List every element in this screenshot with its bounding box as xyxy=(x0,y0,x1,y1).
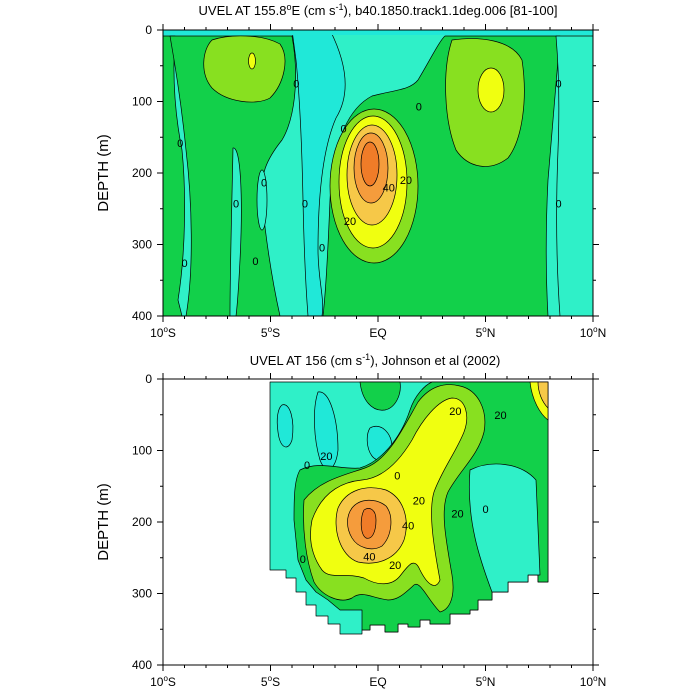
contour-label: 40 xyxy=(363,551,375,563)
ytick-label: 400 xyxy=(132,658,152,672)
field-neg-band xyxy=(291,30,346,316)
contour-label: 20 xyxy=(494,410,506,422)
xtick-label: 10oN xyxy=(580,325,606,340)
ytick-label: 200 xyxy=(132,515,152,529)
ytick-label: 100 xyxy=(132,444,152,458)
xtick-label: EQ xyxy=(369,326,386,340)
field-west-pocket xyxy=(229,147,242,316)
field-obs-40-ne xyxy=(537,381,549,409)
xtick-label: 5oN xyxy=(476,674,496,689)
field-west-lightgreen xyxy=(203,35,286,103)
xtick-label: 10oS xyxy=(150,674,176,689)
contour-label: 20 xyxy=(413,496,425,508)
contour-label: 0 xyxy=(482,504,488,516)
xtick-label: 10oS xyxy=(150,325,176,340)
field-west-yellow xyxy=(248,52,256,70)
contour-label: 0 xyxy=(319,242,325,254)
field-euc-60 xyxy=(360,141,380,187)
contour-label: 20 xyxy=(344,216,356,228)
panel-obs-title: UVEL AT 156 (cm s-1), Johnson et al (200… xyxy=(250,352,501,368)
contour-label: 0 xyxy=(177,138,183,150)
ytick-label: 300 xyxy=(132,238,152,252)
contour-label: 0 xyxy=(302,199,308,211)
contour-label: 0 xyxy=(181,258,187,270)
field-surface-strip xyxy=(163,30,593,35)
panel-obs-contour-labels: 20 0 0 40 40 20 20 0 20 20 20 0 xyxy=(300,406,507,572)
contour-label: 0 xyxy=(293,79,299,91)
contour-label: 0 xyxy=(304,460,310,472)
xtick-label: 5oS xyxy=(261,674,280,689)
contour-label: 0 xyxy=(416,102,422,114)
panel-obs-ylabel: DEPTH (m) xyxy=(95,483,112,561)
field-obs-green-2 xyxy=(359,381,401,411)
contour-label: 0 xyxy=(556,199,562,211)
panel-model-ylabel: DEPTH (m) xyxy=(95,134,112,212)
xtick-label: 10oN xyxy=(580,674,606,689)
contour-label: 20 xyxy=(320,451,332,463)
ytick-label: 300 xyxy=(132,587,152,601)
panel-obs-field xyxy=(269,381,549,635)
contour-label: 0 xyxy=(300,554,306,566)
field-obs-60 xyxy=(360,508,377,539)
contour-label: 0 xyxy=(341,124,347,136)
contour-label: 0 xyxy=(394,471,400,483)
field-east-cyan xyxy=(555,35,593,316)
panel-obs: UVEL AT 156 (cm s-1), Johnson et al (200… xyxy=(95,352,606,689)
field-obs-cyan-east xyxy=(469,463,541,593)
contour-label: 0 xyxy=(556,79,562,91)
contour-label: 0 xyxy=(252,256,258,268)
panel-model-field xyxy=(163,30,593,316)
ytick-label: 100 xyxy=(132,95,152,109)
contour-label: 40 xyxy=(383,182,395,194)
xtick-label: 5oS xyxy=(261,325,280,340)
field-west-green xyxy=(163,35,185,316)
contour-label: 20 xyxy=(400,175,412,187)
field-east-yellow xyxy=(477,67,505,113)
contour-label: 40 xyxy=(402,521,414,533)
panel-model-title: UVEL AT 155.8oE (cm s-1), b40.1850.track… xyxy=(199,2,558,18)
field-obs-neg-2 xyxy=(276,404,294,448)
panel-model: UVEL AT 155.8oE (cm s-1), b40.1850.track… xyxy=(95,2,606,340)
contour-label: 20 xyxy=(449,406,461,418)
ytick-label: 200 xyxy=(132,166,152,180)
contour-label: 20 xyxy=(389,560,401,572)
xtick-label: 5oN xyxy=(476,325,496,340)
field-west-pocket-2 xyxy=(256,169,268,231)
ytick-label: 0 xyxy=(145,23,152,37)
panel-model-contour-labels: 0 0 0 0 0 0 0 0 0 40 20 20 0 0 0 xyxy=(177,79,562,270)
contour-label: 0 xyxy=(233,199,239,211)
contour-label: 20 xyxy=(451,508,463,520)
ytick-label: 400 xyxy=(132,309,152,323)
contour-label: 0 xyxy=(261,177,267,189)
xtick-label: EQ xyxy=(369,675,386,689)
ytick-label: 0 xyxy=(145,372,152,386)
